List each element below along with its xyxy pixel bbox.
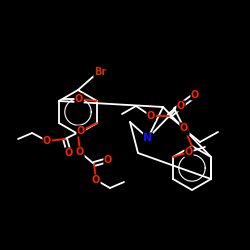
Text: O: O	[180, 123, 188, 133]
Text: O: O	[147, 111, 155, 121]
Text: O: O	[43, 136, 51, 146]
Text: O: O	[92, 175, 100, 185]
Text: O: O	[75, 94, 83, 104]
Text: O: O	[177, 101, 185, 111]
Text: O: O	[191, 90, 199, 100]
Text: O: O	[104, 155, 112, 165]
Text: O: O	[77, 126, 85, 136]
Text: Br: Br	[94, 67, 106, 77]
Text: O: O	[181, 125, 189, 135]
Text: O: O	[185, 147, 193, 157]
Text: O: O	[65, 148, 73, 158]
Text: N: N	[144, 133, 152, 143]
Text: O: O	[76, 147, 84, 157]
